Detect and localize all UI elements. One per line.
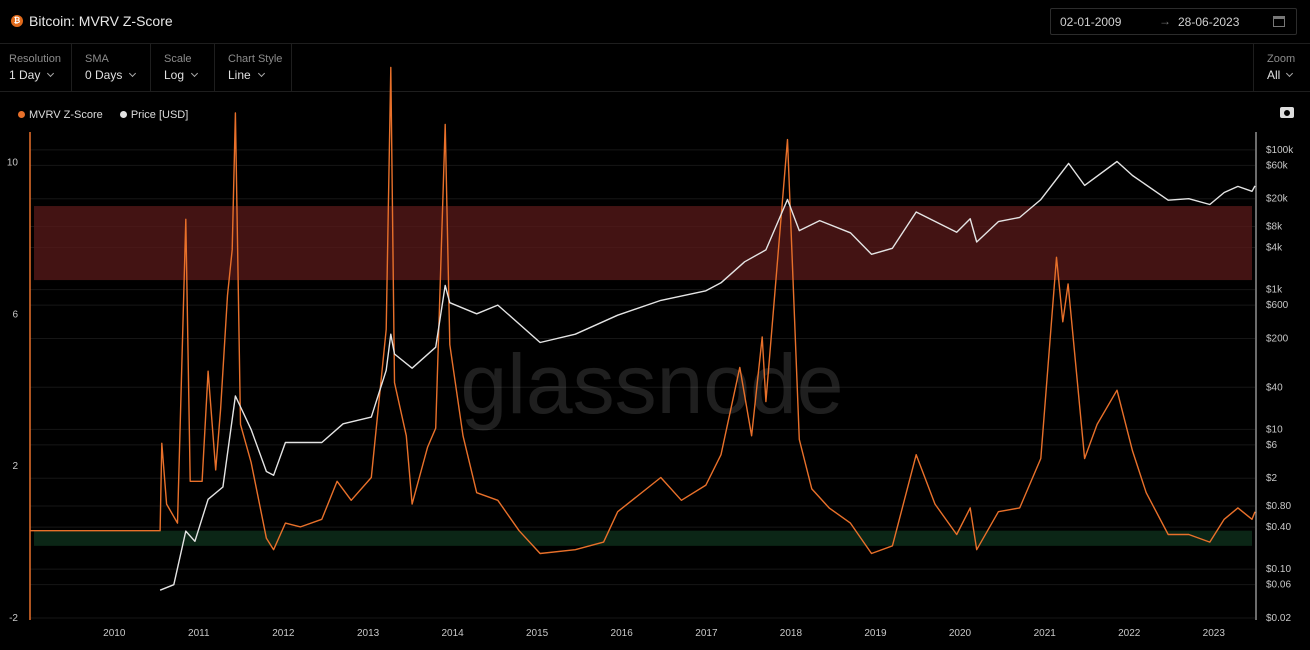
x-tick-label: 2010 [103, 628, 126, 639]
date-from[interactable]: 02-01-2009 [1060, 15, 1122, 29]
legend-label-mvrv: MVRV Z-Score [29, 109, 103, 121]
legend-item-price[interactable]: Price [USD] [119, 109, 189, 121]
right-tick-label: $1k [1266, 285, 1283, 296]
scale-value: Log [164, 68, 185, 82]
x-tick-label: 2014 [441, 628, 464, 639]
x-tick-label: 2017 [695, 628, 718, 639]
mvrv-series-line[interactable] [30, 66, 1256, 555]
price-series-line[interactable] [159, 160, 1256, 591]
chart-legend: MVRV Z-Score Price [USD] [18, 109, 202, 121]
x-tick-label: 2018 [780, 628, 803, 639]
x-tick-label: 2022 [1118, 628, 1141, 639]
legend-item-mvrv[interactable]: MVRV Z-Score [18, 109, 103, 121]
legend-dot-price [119, 111, 127, 118]
left-tick-label: 2 [12, 461, 18, 472]
resolution-label: Resolution [9, 53, 61, 65]
camera-icon[interactable] [1280, 107, 1294, 118]
right-tick-label: $20k [1266, 194, 1289, 205]
x-tick-label: 2016 [611, 628, 634, 639]
zoom-label: Zoom [1267, 53, 1296, 65]
x-tick-label: 2013 [357, 628, 380, 639]
bitcoin-icon: ₿ [11, 15, 23, 27]
glassnode-watermark: glassnode [461, 337, 844, 431]
right-tick-label: $100k [1266, 145, 1294, 156]
chart-style-value: Line [228, 68, 251, 82]
right-tick-label: $0.02 [1266, 613, 1291, 624]
chart-toolbar: Resolution 1 Day SMA 0 Days Scale Log Ch… [0, 44, 1310, 92]
scale-select[interactable]: Scale Log [155, 44, 215, 92]
sma-label: SMA [85, 53, 109, 65]
right-tick-label: $200 [1266, 333, 1289, 344]
band-red [34, 206, 1252, 281]
right-tick-label: $10 [1266, 424, 1283, 435]
resolution-select[interactable]: Resolution 1 Day [0, 44, 72, 92]
left-tick-label: -2 [9, 613, 18, 624]
x-tick-label: 2020 [949, 628, 972, 639]
right-tick-label: $0.06 [1266, 580, 1291, 591]
date-to[interactable]: 28-06-2023 [1178, 15, 1240, 29]
right-tick-label: $0.40 [1266, 522, 1291, 533]
x-tick-label: 2012 [272, 628, 295, 639]
right-tick-label: $60k [1266, 160, 1289, 171]
right-tick-label: $8k [1266, 221, 1283, 232]
legend-label-price: Price [USD] [130, 109, 189, 121]
page-title: Bitcoin: MVRV Z-Score [29, 13, 173, 29]
right-tick-label: $600 [1266, 300, 1289, 311]
x-tick-label: 2015 [526, 628, 549, 639]
scale-label: Scale [164, 53, 192, 65]
right-tick-label: $4k [1266, 243, 1283, 254]
band-green [34, 530, 1252, 546]
date-range-picker[interactable]: 02-01-2009 → 28-06-2023 [1050, 8, 1297, 35]
x-tick-label: 2023 [1203, 628, 1226, 639]
header-bar: ₿ Bitcoin: MVRV Z-Score 02-01-2009 → 28-… [0, 0, 1310, 44]
left-tick-label: 10 [7, 157, 19, 168]
zoom-select[interactable]: Zoom All [1253, 44, 1310, 92]
x-tick-label: 2021 [1034, 628, 1057, 639]
right-tick-label: $0.80 [1266, 501, 1291, 512]
sma-value: 0 Days [85, 68, 123, 82]
calendar-icon[interactable] [1273, 16, 1285, 27]
x-tick-label: 2019 [864, 628, 887, 639]
right-tick-label: $6 [1266, 440, 1278, 451]
right-tick-label: $40 [1266, 382, 1283, 393]
sma-select[interactable]: SMA 0 Days [76, 44, 151, 92]
legend-dot-mvrv [18, 111, 25, 118]
zoom-value: All [1267, 68, 1281, 82]
left-tick-label: 6 [12, 309, 18, 320]
chart-style-label: Chart Style [228, 53, 283, 65]
chart-style-select[interactable]: Chart Style Line [219, 44, 292, 92]
resolution-value: 1 Day [9, 68, 41, 82]
right-tick-label: $0.10 [1266, 564, 1291, 575]
x-tick-label: 2011 [188, 628, 210, 639]
arrow-right-icon: → [1159, 14, 1171, 28]
right-tick-label: $2 [1266, 473, 1278, 484]
